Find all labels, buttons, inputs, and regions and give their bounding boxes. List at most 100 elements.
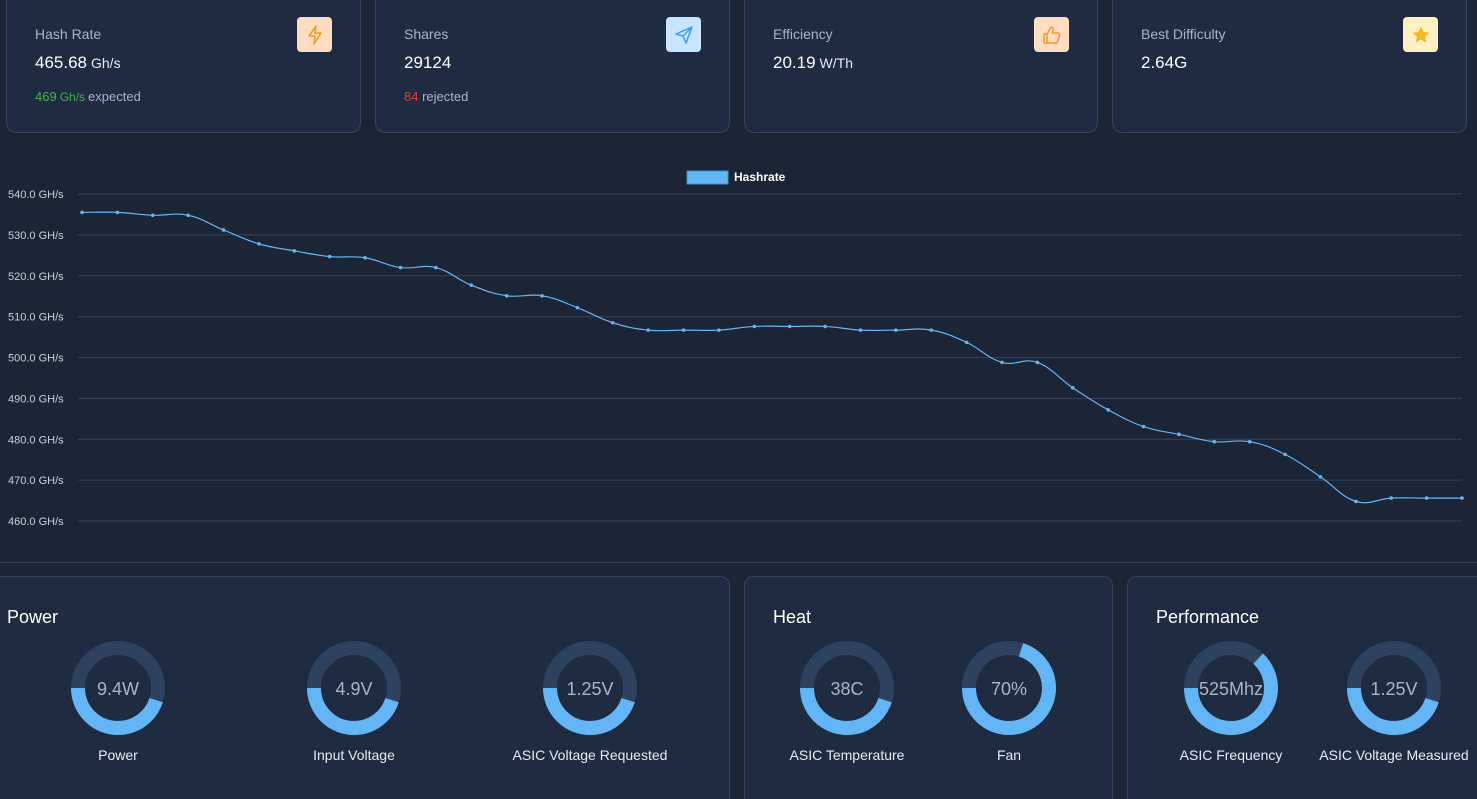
hashrate-point[interactable] [1177,432,1181,437]
hashrate-point[interactable] [1424,496,1429,500]
hashrate-point[interactable] [1354,499,1358,504]
hashrate-point[interactable] [150,213,155,218]
gauge-fill [800,641,894,735]
gauge-ring [543,641,637,735]
hashrate-point[interactable] [1000,360,1004,365]
thumbs-up-icon [1034,17,1069,52]
y-tick-label: 530.0 GH/s [8,230,64,242]
asic-frequency-gauge: 525Mhz ASIC Frequency [1151,641,1311,771]
y-tick-label: 460.0 GH/s [8,516,64,528]
hashrate-point[interactable] [787,324,792,329]
gauge-fill [71,641,165,735]
hash-rate-value: 465.68 Gh/s [35,53,121,72]
hashrate-point[interactable] [1460,496,1464,500]
gauge-label: ASIC Temperature [789,747,905,763]
hashrate-point[interactable] [434,265,438,270]
hashrate-point[interactable] [292,249,297,253]
gauge-label: ASIC Frequency [1179,747,1283,763]
hashrate-point[interactable] [929,328,934,332]
gauge-value: 38C [830,679,864,699]
hashrate-point[interactable] [1141,424,1146,429]
y-tick-label: 540.0 GH/s [8,189,64,201]
hashrate-point[interactable] [186,213,190,218]
gauge-ring [800,641,894,735]
hashrate-point[interactable] [964,340,969,345]
efficiency-value: 20.19 W/Th [773,53,853,72]
hashrate-point[interactable] [1318,475,1323,479]
gauge-fill [962,641,1056,735]
best-difficulty-card: Best Difficulty 2.64G [1112,0,1467,133]
hashrate-point[interactable] [1283,452,1287,457]
hashrate-point[interactable] [823,324,827,329]
hashrate-point[interactable] [858,328,863,332]
hashrate-point[interactable] [1106,408,1110,412]
y-tick-label: 470.0 GH/s [8,475,64,487]
hashrate-line [81,211,1462,504]
hashrate-point[interactable] [575,305,580,310]
gauge-label: ASIC Voltage Measured [1319,747,1469,763]
shares-value: 29124 [404,53,452,72]
star-icon [1403,17,1438,52]
chart-legend[interactable]: Hashrate [686,170,786,185]
power-panel-title: Power [7,607,59,627]
hashrate-point[interactable] [327,254,332,259]
gauge-value: 9.4W [96,679,139,699]
gauge-label: Input Voltage [313,747,395,763]
hashrate-point[interactable] [1212,439,1217,444]
hash-rate-expected: 469 Gh/s expected [35,89,141,104]
gauge-fill [1347,641,1441,735]
y-tick-label: 510.0 GH/s [8,312,64,324]
hashrate-point[interactable] [540,293,544,298]
gauge-ring [71,641,165,735]
hashrate-chart-svg: 540.0 GH/s 530.0 GH/s 520.0 GH/s 510.0 GH/s… [8,170,1464,528]
best-difficulty-value: 2.64G [1141,53,1188,72]
gauge-ring [962,641,1056,735]
hashrate-point[interactable] [752,324,757,329]
hashrate-point[interactable] [1070,385,1075,390]
hashrate-point[interactable] [504,293,509,298]
hash-rate-label: Hash Rate [35,26,102,42]
heat-panel-title: Heat [773,607,812,627]
y-tick-label: 480.0 GH/s [8,434,64,446]
asic-voltage-requested-gauge: 1.25V ASIC Voltage Requested [510,641,670,771]
gauge-value: 1.25V [566,679,614,699]
hashrate-point[interactable] [1247,439,1252,444]
hashrate-point[interactable] [221,228,226,232]
shares-rejected: 84 rejected [404,89,469,104]
lightning-icon [297,17,332,52]
efficiency-label: Efficiency [773,26,833,42]
hash-rate-card: Hash Rate 465.68 Gh/s 469 Gh/s expected [6,0,361,133]
hashrate-point[interactable] [469,283,474,287]
power-panel: Power 9.4W Power 4.9V Input Voltage 1.25V A… [0,576,730,799]
input-voltage-gauge: 4.9V Input Voltage [274,641,434,771]
hashrate-point[interactable] [894,328,898,332]
heat-panel: Heat 38C ASIC Temperature 70% Fan [744,576,1113,799]
hashrate-point[interactable] [646,328,650,332]
efficiency-card: Efficiency 20.19 W/Th [744,0,1098,133]
shares-label: Shares [404,26,449,42]
hashrate-point[interactable] [610,320,615,325]
hashrate-point[interactable] [115,210,120,215]
gauge-fill [307,641,401,735]
gauge-label: ASIC Voltage Requested [512,747,668,763]
y-tick-label: 500.0 GH/s [8,353,64,365]
fan-gauge: 70% Fan [929,641,1089,771]
hashrate-point[interactable] [681,328,686,332]
performance-panel: Performance 525Mhz ASIC Frequency 1.25V AS… [1127,576,1477,799]
gauge-fill [1184,641,1278,735]
hashrate-point[interactable] [717,328,721,332]
gauge-value: 525Mhz [1198,679,1264,699]
hashrate-point[interactable] [398,265,403,270]
hashrate-point[interactable] [363,255,367,260]
hashrate-point[interactable] [257,242,261,246]
gauge-ring [1184,641,1278,735]
y-tick-label: 520.0 GH/s [8,271,64,283]
power-gauge: 9.4W Power [38,641,198,771]
gauge-value: 70% [990,679,1028,699]
hashrate-point[interactable] [1389,496,1394,500]
performance-panel-title: Performance [1156,607,1260,627]
gauge-ring [1347,641,1441,735]
gauge-label: Power [98,747,138,763]
hashrate-point[interactable] [80,210,84,215]
hashrate-point[interactable] [1035,360,1040,365]
